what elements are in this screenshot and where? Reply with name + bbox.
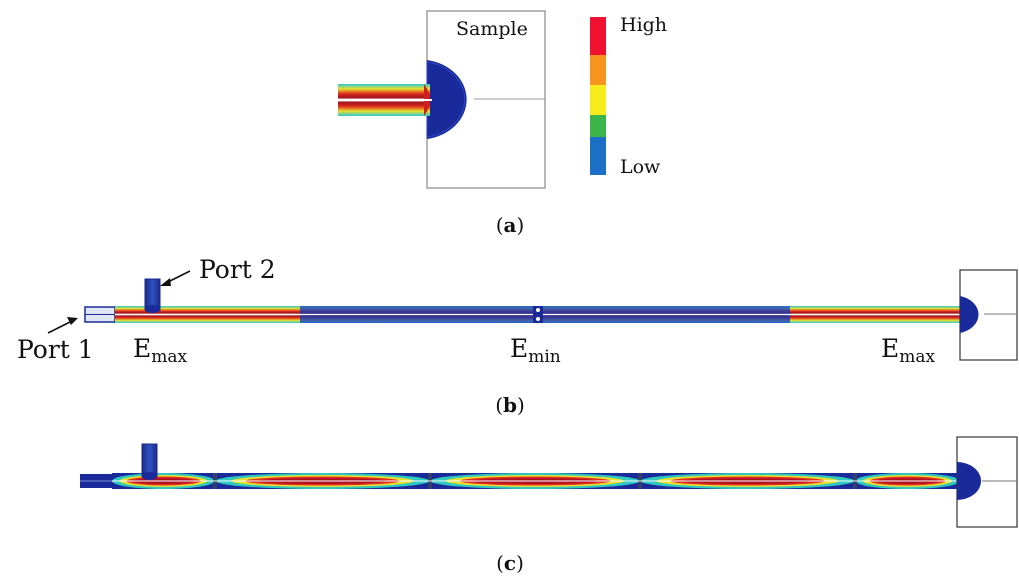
legend-swatch-orange [590, 55, 606, 85]
port2-label: Port 2 [199, 255, 276, 284]
emin-sub: min [528, 347, 561, 367]
legend-swatch-high [590, 17, 606, 55]
caption-c-letter: c [504, 551, 516, 575]
port2-stub-c [141, 443, 158, 477]
sample-hemisphere-b [960, 296, 979, 333]
caption-b: (b) [495, 393, 525, 417]
emin-main: E [510, 334, 528, 363]
panel-c: (c) [80, 436, 1018, 575]
caption-b-letter: b [503, 393, 517, 417]
port1-label: Port 1 [17, 335, 94, 364]
legend-swatch-low [590, 137, 606, 175]
panel-a: Sample High Low (a) [338, 10, 667, 237]
emax-left-main: E [133, 334, 151, 363]
caption-c: (c) [496, 551, 524, 575]
emin-label: Emin [510, 334, 561, 367]
color-legend: High Low [590, 14, 667, 178]
sample-hemisphere-c [957, 462, 981, 500]
caption-a: (a) [496, 213, 525, 237]
coax-line-c [112, 473, 960, 489]
legend-swatch-green [590, 115, 606, 137]
emax-left-label: Emax [133, 334, 188, 367]
emin-node [533, 306, 543, 323]
sample-label: Sample [456, 18, 528, 40]
emax-right-label: Emax [881, 334, 936, 367]
emax-right-sub: max [899, 347, 935, 367]
caption-a-letter: a [504, 213, 517, 237]
emax-right-main: E [881, 334, 899, 363]
emax-left-sub: max [151, 347, 187, 367]
legend-low-label: Low [620, 156, 661, 178]
legend-high-label: High [620, 14, 667, 36]
panel-b: Port 2 Port 1 Emax Emin Emax (b) [17, 255, 1018, 417]
legend-swatch-yellow [590, 85, 606, 115]
